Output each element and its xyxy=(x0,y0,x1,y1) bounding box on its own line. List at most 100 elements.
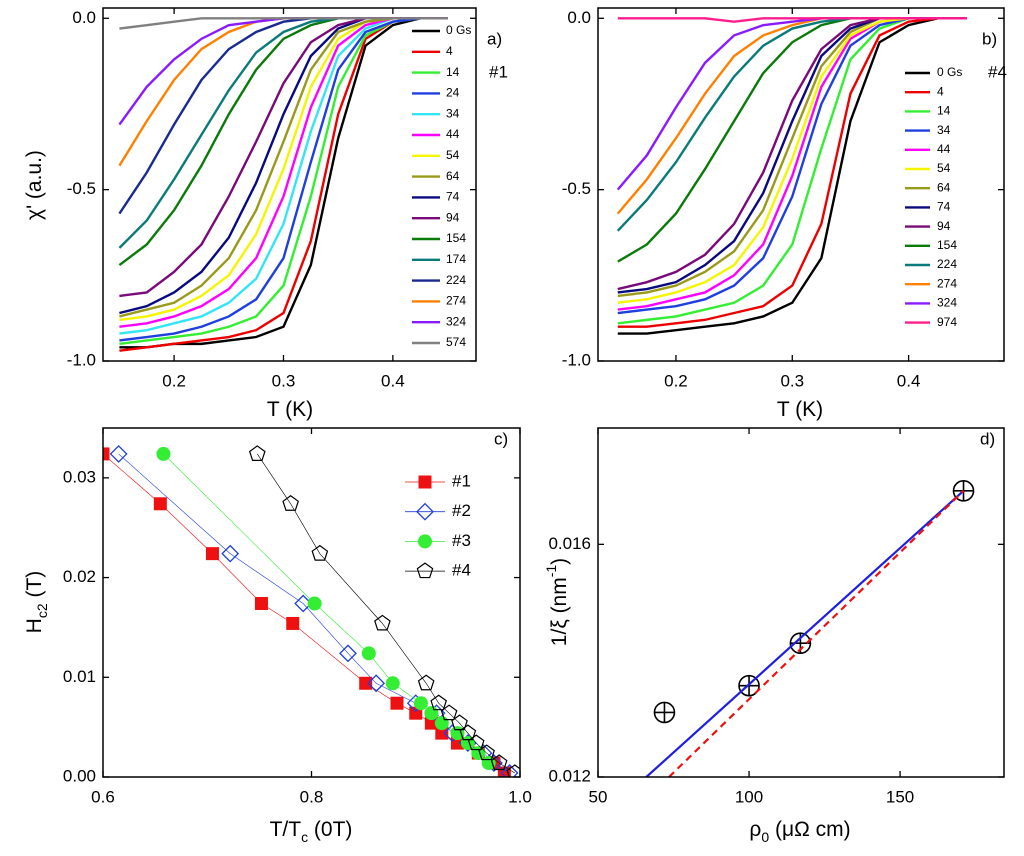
legend-label: 34 xyxy=(446,106,460,120)
legend-label: 224 xyxy=(937,257,957,271)
data-line xyxy=(119,17,448,342)
marker xyxy=(282,495,299,511)
legend-label: 14 xyxy=(446,65,460,79)
panel-annotation: b) xyxy=(982,29,997,48)
marker xyxy=(339,644,357,663)
marker xyxy=(500,764,519,777)
x-axis-label: T/Tc (0T) xyxy=(270,818,353,845)
y-tick-label: -1.0 xyxy=(67,350,96,369)
panel-annotation: #4 xyxy=(988,62,1007,81)
legend-label: 324 xyxy=(446,314,466,328)
data-line xyxy=(119,17,448,30)
panel: 0.2 0.3 0.4 0.0 -0.5 -1.0 0 Gs 4 14 24 34 44 54 64 74 9… xyxy=(23,7,508,421)
x-tick-label: 50 xyxy=(589,787,608,806)
y-tick-label: -0.5 xyxy=(562,179,591,198)
marker xyxy=(478,744,495,761)
data-line xyxy=(617,17,967,335)
marker xyxy=(221,544,240,563)
marker xyxy=(952,480,975,502)
legend-label: 54 xyxy=(937,161,951,175)
legend-label: 14 xyxy=(937,104,951,118)
legend-label: 4 xyxy=(937,84,944,98)
legend-label: 34 xyxy=(937,123,951,137)
label-part: T/T xyxy=(270,818,302,841)
marker xyxy=(385,676,400,691)
legend-label: 64 xyxy=(446,169,460,183)
panel-annotation: d) xyxy=(980,429,995,448)
y-tick-label: 0.0 xyxy=(567,8,591,27)
marker xyxy=(109,445,128,463)
label-part: (0T) xyxy=(308,818,352,841)
legend-label: 174 xyxy=(446,252,466,266)
marker xyxy=(156,446,171,461)
marker xyxy=(440,704,458,721)
label-part: -1 xyxy=(543,565,559,578)
legend-label: 74 xyxy=(446,190,460,204)
plot-frame xyxy=(597,427,1005,778)
data-line xyxy=(118,17,448,126)
panel-annotation: #1 xyxy=(489,62,508,81)
marker xyxy=(359,676,373,690)
y-tick-label: 0.016 xyxy=(548,534,591,553)
legend-label: 154 xyxy=(446,231,466,245)
marker xyxy=(417,674,435,691)
y-axis-label: 1/ξ (nm-1) xyxy=(543,558,571,646)
x-axis-label: T (K) xyxy=(777,398,823,421)
panel: 0.2 0.3 0.4 0.0 -0.5 -1.0 0 Gs 4 14 34 44 54 64 74 94 1… xyxy=(562,7,1007,421)
x-tick-label: 0.4 xyxy=(897,371,921,390)
y-tick-label: 0.0 xyxy=(72,8,96,27)
legend-label: #3 xyxy=(452,531,471,550)
label-part: (T) xyxy=(23,571,46,604)
panel: 50 100 150 0.012 0.016 d) ρ0 (μΩ cm) 1/ξ (nm-1) xyxy=(543,427,1005,845)
plot-frame xyxy=(102,7,477,362)
marker xyxy=(254,596,268,610)
data-line xyxy=(617,17,967,315)
x-tick-label: 0.3 xyxy=(780,371,804,390)
legend-label: 4 xyxy=(446,44,453,58)
marker xyxy=(153,497,167,511)
fit-line xyxy=(668,490,965,777)
plot-frame xyxy=(597,7,1005,362)
panel-annotation: c) xyxy=(494,429,508,448)
marker xyxy=(434,716,449,731)
plot-area xyxy=(645,480,975,777)
label-part: c2 xyxy=(34,603,50,618)
x-tick-label: 0.2 xyxy=(162,371,186,390)
x-tick-label: 0.6 xyxy=(91,787,115,806)
panel-annotation: a) xyxy=(487,29,502,48)
label-part: χ' (a.u.) xyxy=(23,150,46,220)
marker xyxy=(424,706,439,721)
connect-line xyxy=(118,453,510,774)
label-part: T (K) xyxy=(267,398,313,421)
marker xyxy=(390,696,404,710)
x-tick-label: 0.3 xyxy=(272,371,296,390)
y-tick-label: 0.02 xyxy=(63,567,96,586)
legend-label: 0 Gs xyxy=(446,23,471,37)
marker xyxy=(248,445,266,461)
legend-label: 574 xyxy=(446,335,466,349)
legend-label: 44 xyxy=(937,142,951,156)
legend-label: #1 xyxy=(452,471,471,490)
label-part: ρ xyxy=(749,818,761,841)
x-tick-label: 100 xyxy=(735,787,763,806)
y-axis-label: χ' (a.u.) xyxy=(23,150,46,220)
plot-frame xyxy=(102,427,521,778)
x-tick-label: 0.2 xyxy=(664,371,688,390)
marker xyxy=(459,724,477,741)
label-part: ) xyxy=(548,558,571,565)
data-line xyxy=(119,17,448,352)
plot-area xyxy=(103,445,520,777)
plot-area xyxy=(616,17,967,335)
data-line xyxy=(119,17,448,349)
label-part: T (K) xyxy=(777,398,823,421)
y-axis-label: Hc2 (T) xyxy=(23,571,50,634)
legend-label: 54 xyxy=(446,148,460,162)
legend-label: 154 xyxy=(937,238,957,252)
data-line xyxy=(617,17,967,328)
y-tick-label: 0.012 xyxy=(548,766,591,785)
legend-label: 274 xyxy=(446,294,466,308)
legend-label: #4 xyxy=(452,561,471,580)
x-tick-label: 0.8 xyxy=(300,787,324,806)
label-part: H xyxy=(23,618,46,633)
marker xyxy=(418,534,432,549)
